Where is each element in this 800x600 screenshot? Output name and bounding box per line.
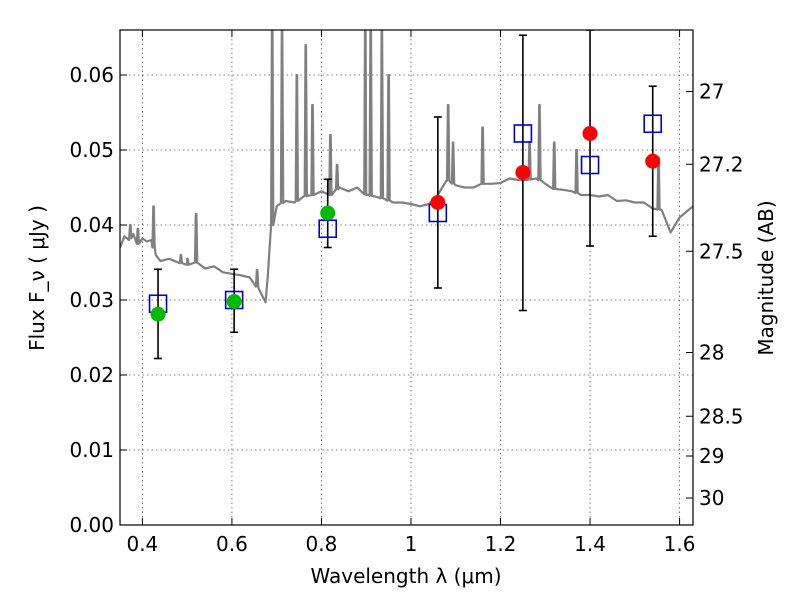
x-tick-label: 0.6 bbox=[216, 532, 248, 556]
y2-tick-label: 29 bbox=[699, 444, 724, 468]
y-tick-label: 0.00 bbox=[69, 513, 114, 537]
green-data-point bbox=[320, 205, 336, 221]
y-tick-label: 0.04 bbox=[69, 213, 114, 237]
y2-tick-label: 30 bbox=[699, 486, 724, 510]
model-spectrum bbox=[120, 30, 693, 304]
x-tick-label: 1.4 bbox=[574, 532, 606, 556]
data-points bbox=[148, 30, 663, 360]
red-data-point bbox=[645, 153, 661, 169]
red-data-point bbox=[582, 126, 598, 141]
red-data-point bbox=[430, 195, 446, 210]
y2-tick-label: 27.5 bbox=[699, 239, 744, 263]
y2-tick-label: 28.5 bbox=[699, 404, 744, 428]
x-axis-label: Wavelength λ (μm) bbox=[310, 564, 501, 588]
model-photometry-square bbox=[513, 124, 533, 143]
axis-ticks: 0.4 0.6 0.8 1 1.2 1.4 1.6 0.00 0.01 0.02 0.03 0.04 0… bbox=[69, 30, 744, 556]
y-tick-label: 0.02 bbox=[69, 363, 114, 387]
plot-frame bbox=[119, 29, 694, 526]
y-tick-label: 0.01 bbox=[69, 438, 114, 462]
y-tick-label: 0.03 bbox=[69, 288, 114, 312]
x-tick-label: 0.8 bbox=[306, 532, 338, 556]
grid-lines bbox=[120, 30, 693, 526]
y2-tick-label: 28 bbox=[699, 341, 724, 365]
x-tick-label: 1 bbox=[405, 532, 418, 556]
y2-axis-label: Magnitude (AB) bbox=[754, 200, 778, 355]
x-tick-label: 1.6 bbox=[664, 532, 696, 556]
y-tick-label: 0.06 bbox=[69, 63, 114, 87]
y-tick-label: 0.05 bbox=[69, 138, 114, 162]
model-photometry-square bbox=[580, 155, 600, 175]
x-tick-label: 1.2 bbox=[485, 532, 517, 556]
y2-tick-label: 27 bbox=[699, 80, 724, 104]
model-photometry-square bbox=[643, 114, 663, 134]
y2-tick-label: 27.2 bbox=[699, 152, 744, 176]
green-data-point bbox=[150, 306, 166, 322]
x-tick-label: 0.4 bbox=[126, 532, 158, 556]
green-data-point bbox=[226, 294, 242, 309]
y-axis-label: Flux F_ν ( μJy ) bbox=[25, 205, 49, 351]
red-data-point bbox=[515, 165, 531, 180]
model-spectrum-line bbox=[120, 30, 693, 304]
